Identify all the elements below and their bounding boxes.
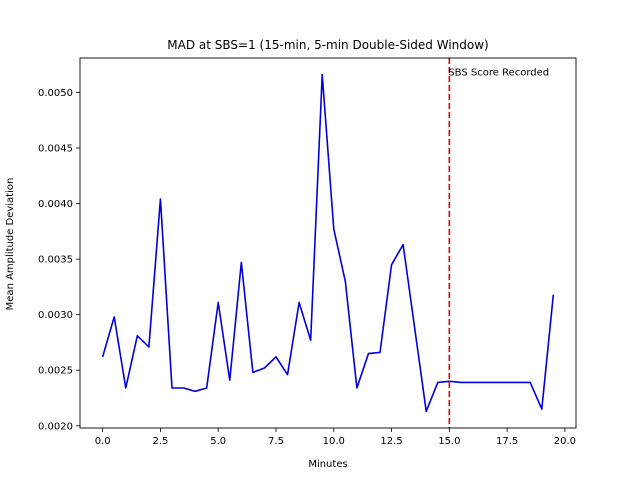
x-tick-label: 7.5 [268,436,284,447]
x-tick-label: 20.0 [554,436,576,447]
y-axis-label: Mean Amplitude Deviation [5,178,16,311]
x-tick-label: 17.5 [496,436,518,447]
y-tick-label: 0.0025 [38,366,73,377]
x-axis-label: Minutes [308,459,347,470]
x-tick-label: 5.0 [210,436,226,447]
x-tick-label: 12.5 [380,436,402,447]
y-axis: 0.0020 0.0025 0.0030 0.0035 0.0040 0.0045 0.00… [38,88,80,432]
x-axis: 0.0 2.5 5.0 7.5 10.0 12.5 15.0 17.5 20.0 [95,428,576,447]
x-tick-label: 2.5 [152,436,168,447]
y-tick-label: 0.0045 [38,144,73,155]
plot-area: SBS Score Recorded [101,58,555,428]
x-tick-label: 0.0 [95,436,111,447]
sbs-marker-annotation: SBS Score Recorded [448,68,549,79]
y-tick-label: 0.0020 [38,421,73,432]
chart-title: MAD at SBS=1 (15-min, 5-min Double-Sided… [167,38,488,52]
y-tick-label: 0.0040 [38,199,73,210]
x-tick-label: 10.0 [323,436,345,447]
series-line [101,73,555,413]
y-tick-label: 0.0030 [38,310,73,321]
axes-frame [79,57,577,429]
x-tick-label: 15.0 [438,436,460,447]
y-tick-label: 0.0050 [38,88,73,99]
y-tick-label: 0.0035 [38,255,73,266]
